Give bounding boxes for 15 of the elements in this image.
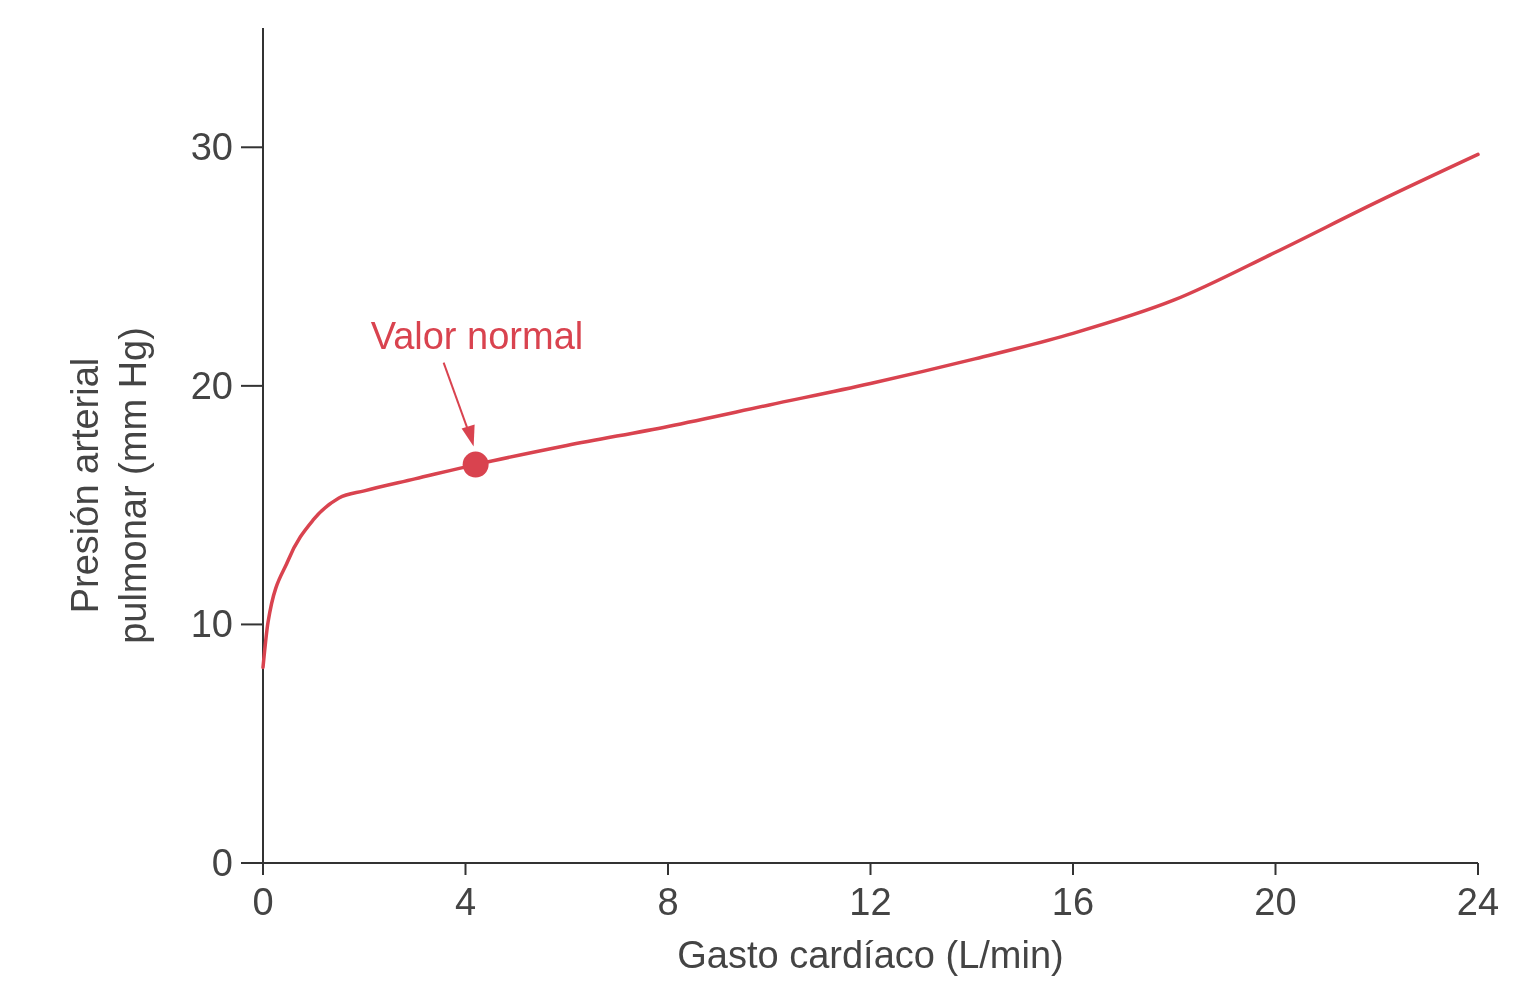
x-tick-label: 0 (252, 881, 274, 923)
y-tick-label: 20 (190, 364, 233, 407)
x-tick-label: 4 (454, 881, 477, 923)
x-tick-label: 12 (849, 881, 892, 923)
x-tick-label: 8 (657, 881, 679, 923)
y-tick-label: 10 (190, 603, 233, 646)
x-axis-title: Gasto cardíaco (L/min) (677, 934, 1064, 976)
line-series (261, 152, 1480, 670)
x-tick-label: 16 (1051, 881, 1095, 923)
y-tick-label: 30 (190, 126, 233, 169)
y-axis-title: Presión arterial pulmonar (mm Hg) (64, 327, 154, 644)
y-tick-label: 0 (211, 842, 233, 884)
x-tick-label: 24 (1456, 881, 1500, 923)
annotation: Valor normal (370, 314, 584, 357)
x-tick-label: 20 (1254, 881, 1297, 923)
